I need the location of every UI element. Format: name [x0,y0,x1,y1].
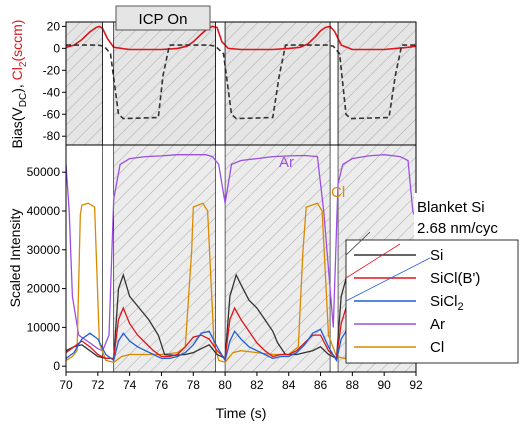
hatched-window-0 [113,145,216,372]
top-y-tick-label: 0 [53,41,60,55]
top-y-tick-label: -80 [43,129,61,143]
x-tick-label: 88 [346,378,360,392]
icp-on-label-box [115,5,211,31]
top-panel: 20 0 -20 -40 -60 -80 [43,19,417,146]
legend-label: Ar [430,316,445,333]
x-ticks: 70 72 74 76 78 80 82 84 86 88 90 92 [59,372,423,392]
legend-pointer [345,231,371,256]
top-y-ticks: 20 0 -20 -40 -60 -80 [43,19,66,143]
top-panel-hatch [66,22,416,145]
x-tick-label: 72 [91,378,105,392]
x-tick-label: 70 [59,378,73,392]
top-y-tick-label: -60 [43,107,61,121]
bottom-y-tick-label: 50000 [27,165,61,179]
top-y-tick-label: -40 [43,85,61,99]
top-series-line-0 [66,25,416,51]
x-tick-label: 76 [155,378,169,392]
x-tick-label: 80 [218,378,232,392]
ar-series-label: Ar [279,154,294,171]
x-tick-label: 82 [250,378,264,392]
bottom-y-tick-label: 40000 [27,204,61,218]
x-axis-title: Time (s) [216,405,267,421]
x-tick-label: 78 [187,378,201,392]
legend-label: SiCl(B') [430,270,480,287]
bottom-y-tick-label: 10000 [27,320,61,334]
icp-on-window-2 [329,21,339,146]
x-tick-label: 90 [378,378,392,392]
top-series-group [66,25,416,120]
annotation-rate: 2.68 nm/cyc [417,220,498,237]
top-y-tick-label: 20 [47,19,61,33]
bottom-y-tick-label: 0 [53,359,60,373]
x-tick-label: 92 [409,378,423,392]
legend-pointer [345,243,401,279]
annotation-box [414,193,518,240]
bottom-y-axis-title: Scaled Intensity [7,209,23,308]
icp-on-window-1 [215,21,226,146]
top-y-axis-title: Bias(VDC), Cl2(sccm) [9,20,29,149]
x-tick-label: 86 [314,378,328,392]
legend-label: Cl [430,339,444,356]
legend-label: Si [430,247,443,264]
top-series-line-1 [66,44,416,120]
legend: Si SiCl(B') SiCl2 Ar Cl [345,231,519,364]
annotation-title: Blanket Si [417,199,485,216]
bottom-y-ticks: 0 10000 20000 30000 40000 50000 [27,165,66,373]
cl-series-label: Cl [331,184,345,201]
legend-pointer [345,257,431,302]
legend-label: SiCl2 [430,293,464,313]
top-y-tick-label: -20 [43,63,61,77]
x-tick-label: 84 [282,378,296,392]
bottom-y-tick-label: 20000 [27,282,61,296]
x-tick-label: 74 [123,378,137,392]
icp-on-label: ICP On [139,11,188,28]
bottom-y-tick-label: 30000 [27,243,61,257]
